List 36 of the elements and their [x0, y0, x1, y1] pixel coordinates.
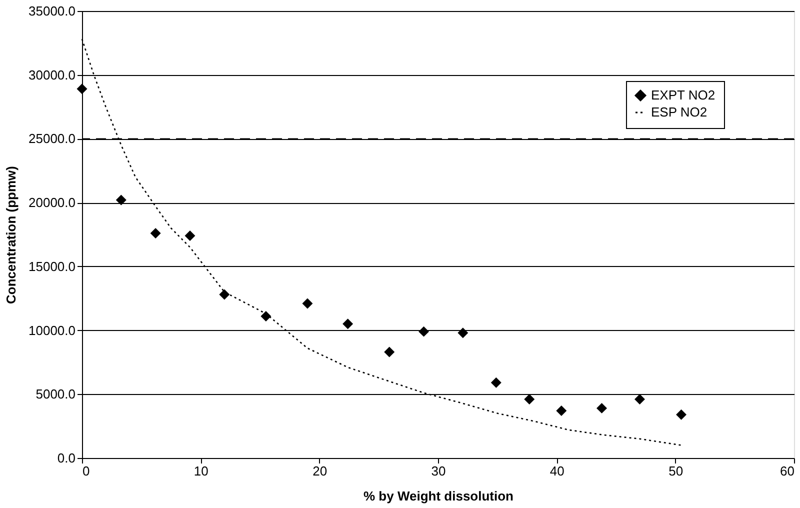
x-tick-label: 50	[668, 464, 684, 478]
point	[634, 394, 645, 404]
y-tick-label: 5000.0	[36, 386, 76, 402]
legend-label: ESP NO2	[651, 104, 708, 120]
point	[184, 230, 196, 242]
y-tick-label: 0.0	[57, 450, 76, 466]
y-tick-label: 20000.0	[28, 195, 76, 210]
point	[556, 406, 567, 416]
point	[490, 377, 502, 388]
y-tick-label: 35000.0	[28, 4, 76, 18]
x-tick-label: 60	[780, 464, 794, 478]
point	[302, 298, 313, 309]
point	[150, 228, 161, 238]
point	[524, 394, 535, 404]
x-tick-label: 30	[431, 464, 446, 478]
point	[596, 402, 608, 414]
y-tick-label: 25000.0	[28, 131, 76, 146]
x-tick-label: 40	[550, 464, 564, 478]
point	[342, 318, 354, 330]
point	[219, 289, 230, 300]
point	[458, 328, 468, 338]
point	[384, 346, 395, 358]
y-tick-label: 10000.0	[28, 322, 76, 338]
point	[418, 326, 430, 337]
point	[76, 84, 88, 94]
x-tick-label: 0	[82, 464, 90, 478]
y-tick-label: 15000.0	[28, 258, 76, 274]
y-tick-label: 30000.0	[28, 67, 76, 82]
x-tick-label: 10	[194, 464, 208, 478]
point	[260, 310, 272, 322]
y-axis-title: Concentration (ppmw)	[4, 166, 19, 304]
point	[116, 194, 126, 206]
x-axis-title: % by Weight dissolution	[364, 488, 514, 504]
x-tick-label: 20	[312, 464, 328, 478]
point	[676, 409, 687, 420]
legend-label: EXPT NO2	[651, 88, 716, 102]
